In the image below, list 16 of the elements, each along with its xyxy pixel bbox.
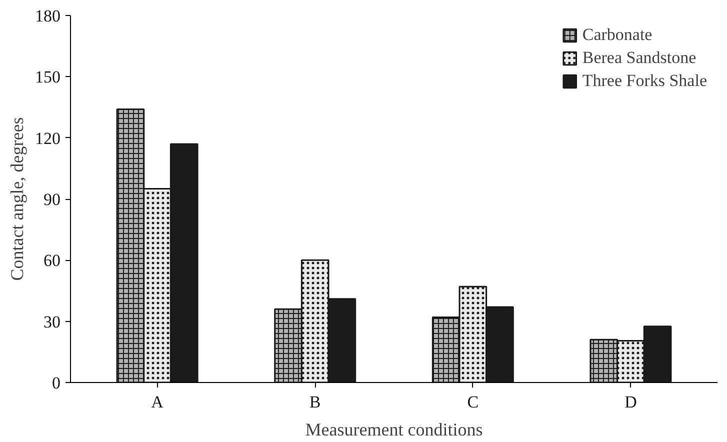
x-tick-label: A (151, 392, 164, 412)
legend-label: Berea Sandstone (582, 48, 696, 68)
y-tick-label: 30 (44, 312, 60, 332)
x-tick-label: C (467, 392, 479, 412)
y-tick-label: 180 (35, 6, 60, 26)
y-tick-label: 0 (52, 374, 60, 392)
y-axis-title: Contact angle, degrees (7, 117, 27, 281)
legend-label: Three Forks Shale (582, 71, 707, 91)
x-tick-label: D (624, 392, 637, 412)
y-tick-label: 90 (44, 190, 60, 209)
y-tick-label: 120 (35, 128, 60, 148)
y-tick-label: 60 (44, 251, 60, 270)
x-tick-label: B (309, 392, 321, 412)
legend-label: Carbonate (582, 25, 652, 45)
x-axis-title: Measurement conditions (305, 420, 483, 440)
y-tick-label: 150 (35, 68, 60, 87)
